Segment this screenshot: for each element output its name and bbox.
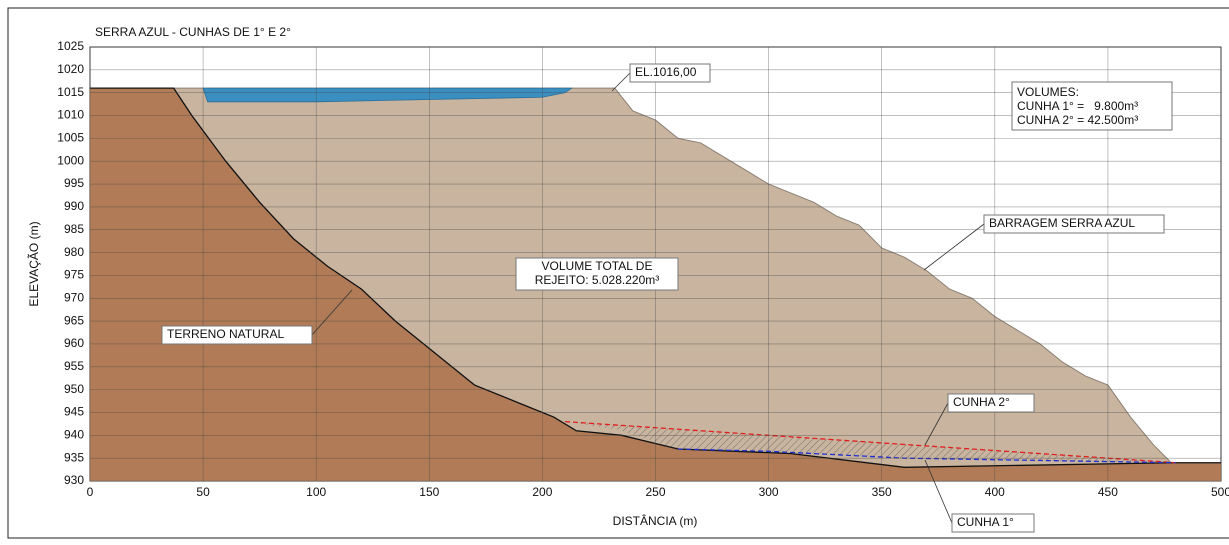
annotation-box: [951, 513, 1035, 533]
y-tick-label: 1005: [57, 131, 84, 145]
y-tick-label: 930: [64, 473, 84, 487]
annotation-text: VOLUME TOTAL DE: [542, 259, 653, 273]
x-tick-label: 350: [872, 485, 892, 499]
annotation-text: BARRAGEM SERRA AZUL: [989, 216, 1135, 230]
x-tick-label: 400: [985, 485, 1005, 499]
leader-line: [924, 459, 953, 524]
annotation-text: EL.1016,00: [635, 65, 697, 79]
y-tick-label: 935: [64, 450, 84, 464]
y-tick-label: 1020: [57, 62, 84, 76]
x-tick-label: 300: [759, 485, 779, 499]
y-tick-label: 990: [64, 199, 84, 213]
y-tick-label: 950: [64, 382, 84, 396]
chart-title: SERRA AZUL - CUNHAS DE 1° E 2°: [95, 25, 291, 39]
y-axis-label: ELEVAÇÃO (m): [27, 221, 41, 306]
dashed-line: [564, 420, 1176, 464]
y-tick-label: 1000: [57, 153, 84, 167]
y-tick-label: 1025: [57, 39, 84, 53]
y-tick-label: 1010: [57, 108, 84, 122]
annotation-text: CUNHA 2°: [953, 395, 1010, 409]
annotation-box: [983, 214, 1165, 234]
y-tick-label: 985: [64, 222, 84, 236]
x-tick-label: 500: [1211, 485, 1229, 499]
annotation-box: [947, 393, 1035, 413]
x-axis-label: DISTÂNCIA (m): [613, 513, 698, 528]
y-tick-label: 955: [64, 359, 84, 373]
x-tick-label: 250: [645, 485, 665, 499]
x-tick-label: 0: [87, 485, 94, 499]
x-tick-label: 100: [306, 485, 326, 499]
plot-area: 930 935 940 945 950 955 960 965 970 975 980 985 990 9…: [57, 39, 1229, 533]
x-tick-label: 200: [532, 485, 552, 499]
x-tick-label: 450: [1098, 485, 1118, 499]
annotation-box: [515, 257, 679, 291]
annotation-box: [1011, 81, 1173, 131]
leader-line: [611, 72, 631, 92]
y-tick-label: 960: [64, 336, 84, 350]
x-tick-label: 50: [196, 485, 210, 499]
leader-line: [923, 223, 985, 271]
annotation-text: CUNHA 1°: [957, 515, 1014, 529]
y-tick-label: 945: [64, 405, 84, 419]
annotation-text: CUNHA 1° = 9.800m³: [1017, 99, 1138, 113]
y-tick-label: 970: [64, 290, 84, 304]
water: [202, 87, 574, 103]
x-tick-label: 150: [419, 485, 439, 499]
leader-line: [924, 402, 949, 446]
y-tick-label: 965: [64, 313, 84, 327]
dashed-line: [678, 448, 1176, 464]
frame: [7, 7, 1229, 539]
annotation-box: [629, 63, 711, 83]
annotation-text: VOLUMES:: [1017, 85, 1079, 99]
y-tick-label: 980: [64, 245, 84, 259]
annotation-text: CUNHA 2° = 42.500m³: [1017, 113, 1138, 127]
annotation-text: REJEITO: 5.028.220m³: [535, 273, 660, 287]
y-tick-label: 995: [64, 176, 84, 190]
area-fill: [90, 88, 1221, 482]
y-tick-label: 940: [64, 427, 84, 441]
annotation-box: [161, 325, 313, 345]
y-tick-label: 975: [64, 268, 84, 282]
annotation-text: TERRENO NATURAL: [167, 327, 284, 341]
y-tick-label: 1015: [57, 85, 84, 99]
leader-line: [311, 289, 353, 336]
